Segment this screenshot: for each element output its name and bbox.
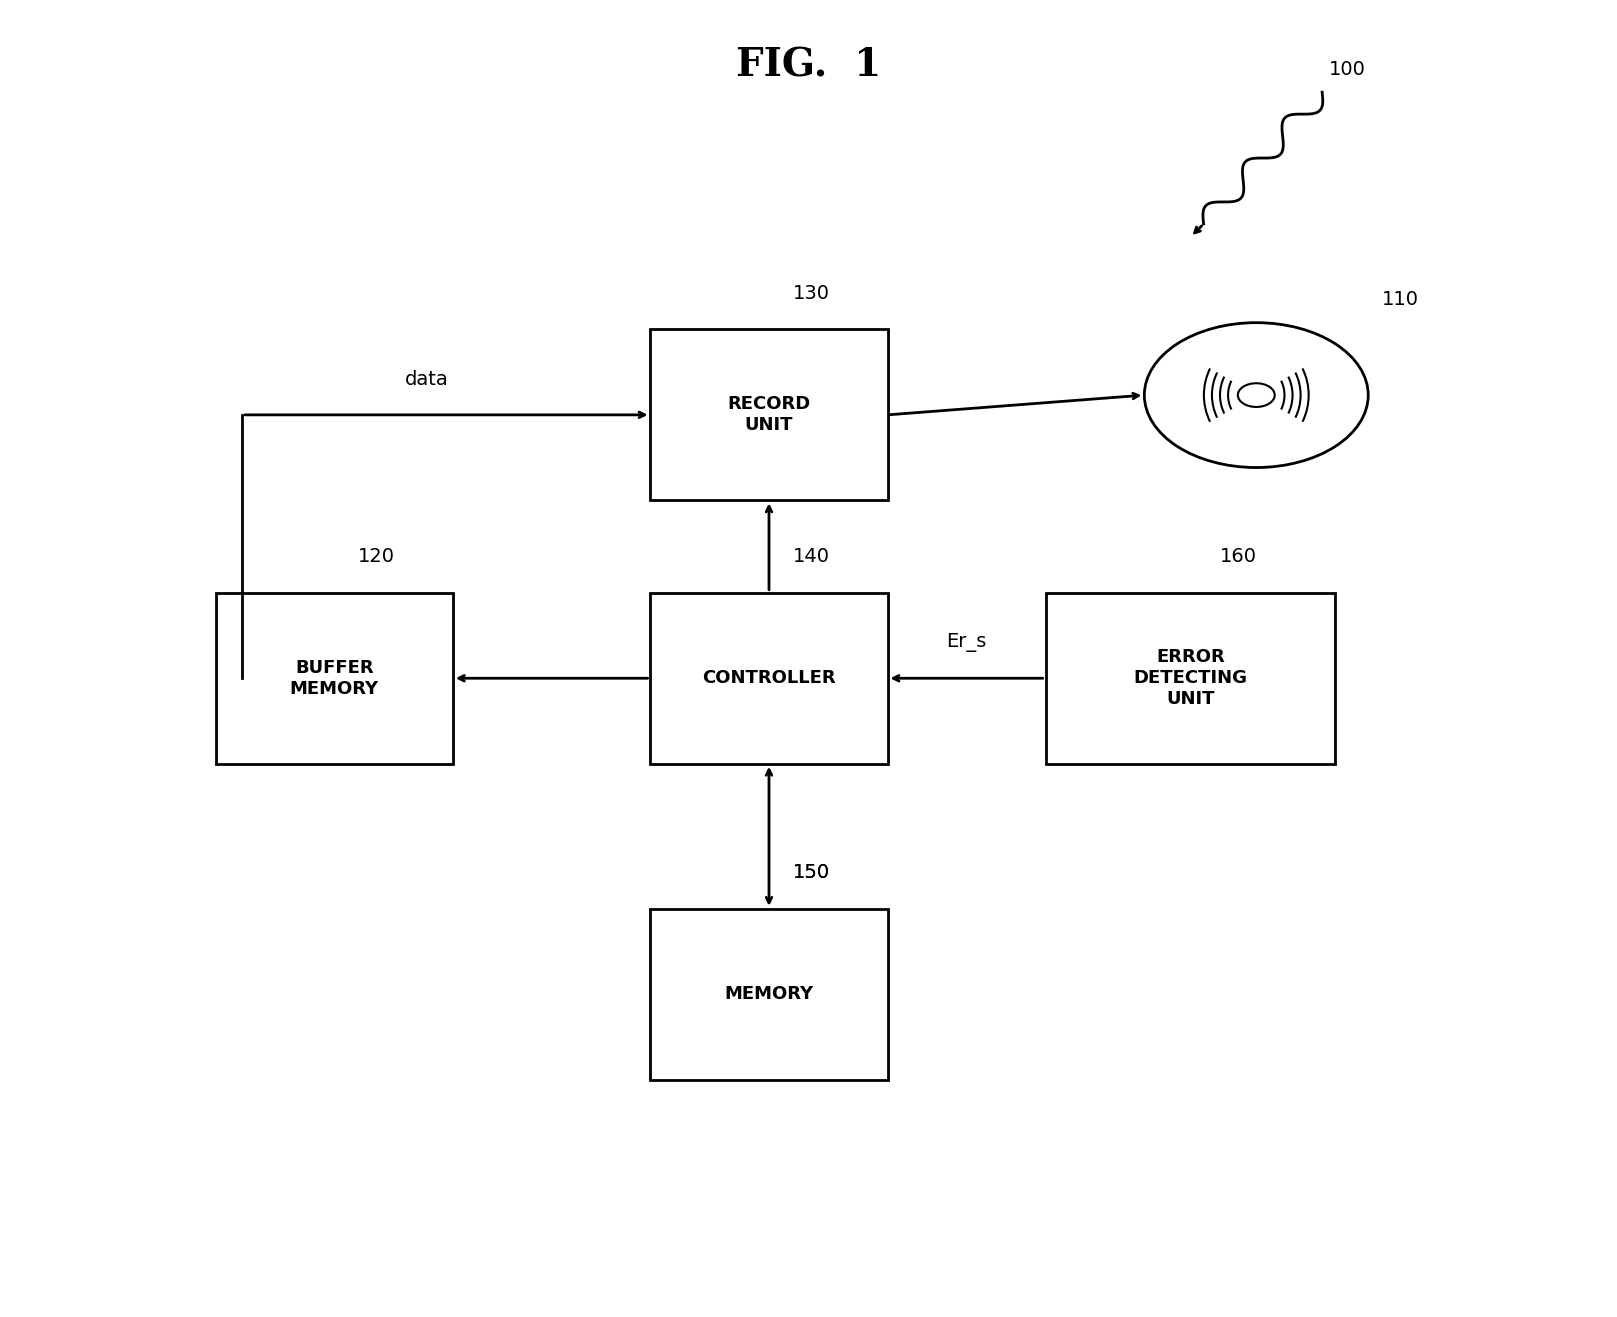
Text: ERROR
DETECTING
UNIT: ERROR DETECTING UNIT [1134,648,1247,709]
Text: 110: 110 [1381,291,1418,309]
Text: 120: 120 [357,548,395,566]
FancyBboxPatch shape [1046,593,1336,764]
FancyBboxPatch shape [650,593,888,764]
Text: 100: 100 [1329,61,1366,79]
Text: 150: 150 [792,864,830,882]
Text: 160: 160 [1219,548,1256,566]
Text: 140: 140 [792,548,830,566]
Text: Er_s: Er_s [946,633,986,652]
Text: MEMORY: MEMORY [724,985,813,1004]
Ellipse shape [1145,323,1368,468]
Text: CONTROLLER: CONTROLLER [702,669,836,687]
FancyBboxPatch shape [650,329,888,500]
FancyBboxPatch shape [650,909,888,1080]
Text: data: data [404,370,448,389]
Text: 150: 150 [792,864,830,882]
FancyBboxPatch shape [215,593,453,764]
Text: RECORD
UNIT: RECORD UNIT [728,395,810,435]
Text: 130: 130 [792,284,830,303]
Text: BUFFER
MEMORY: BUFFER MEMORY [289,658,378,698]
Ellipse shape [1239,383,1274,407]
Text: FIG.  1: FIG. 1 [736,47,881,84]
